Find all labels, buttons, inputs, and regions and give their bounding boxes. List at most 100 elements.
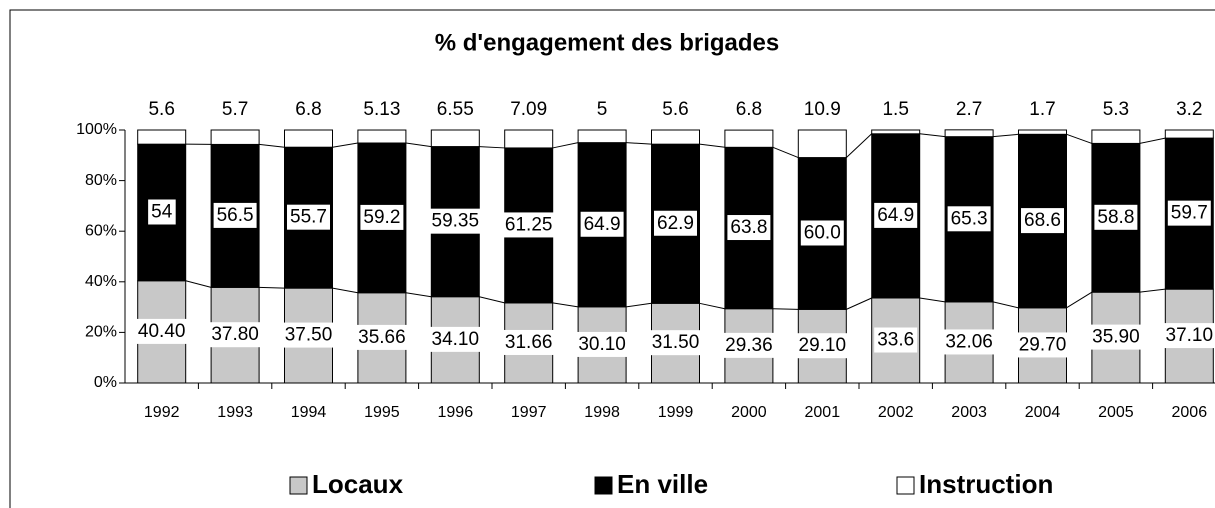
- data-label: 63.8: [730, 217, 767, 238]
- data-label: 6.8: [295, 99, 321, 120]
- bar-segment: [871, 129, 921, 135]
- data-label-bg: [428, 208, 483, 234]
- data-label-bg: [942, 329, 996, 355]
- bar-segment: [284, 129, 333, 148]
- y-tick-label: 0%: [94, 374, 117, 391]
- data-label: 5.3: [1103, 99, 1129, 120]
- data-label-bg: [287, 204, 330, 230]
- data-label: 5: [597, 99, 608, 120]
- data-label-bg: [800, 220, 844, 246]
- series-line: [405, 142, 432, 148]
- series-line: [479, 296, 505, 304]
- data-label: 58.8: [1097, 207, 1134, 228]
- data-label-bg: [281, 322, 336, 348]
- data-label-bg: [1021, 208, 1064, 234]
- data-label: 60.0: [804, 222, 841, 243]
- data-label: 5.13: [363, 99, 400, 120]
- bar-segment: [797, 129, 847, 159]
- series-line: [846, 297, 872, 310]
- x-tick-label: 2003: [951, 404, 987, 421]
- data-label: 31.66: [505, 332, 553, 353]
- data-label-bg: [722, 332, 776, 358]
- data-label-bg: [148, 199, 176, 225]
- series-line: [699, 143, 725, 148]
- y-tick-label: 100%: [76, 121, 117, 138]
- legend-swatch: [289, 476, 308, 495]
- data-label-bg: [1162, 323, 1215, 349]
- series-line: [626, 142, 652, 145]
- series-line: [772, 308, 799, 310]
- data-label: 55.7: [290, 207, 327, 228]
- series-line: [332, 142, 358, 148]
- bar-segment: [944, 129, 994, 138]
- bar-segment: [430, 129, 480, 148]
- data-label-bg: [575, 331, 629, 357]
- data-label: 54: [151, 201, 173, 222]
- y-tick-label: 60%: [85, 222, 117, 239]
- data-label: 62.9: [657, 213, 694, 234]
- bar-segment: [137, 129, 187, 145]
- x-tick-label: 1995: [364, 404, 400, 421]
- data-label-bg: [654, 210, 697, 236]
- x-tick-label: 1994: [291, 404, 327, 421]
- series-line: [919, 297, 946, 303]
- data-label-bg: [947, 206, 991, 232]
- bar-segment: [504, 129, 554, 149]
- data-label: 65.3: [951, 208, 988, 229]
- data-label-bg: [648, 330, 703, 356]
- data-label: 64.9: [877, 205, 914, 226]
- bar-segment: [577, 129, 627, 144]
- data-label: 3.2: [1176, 99, 1202, 120]
- data-label: 29.10: [799, 335, 847, 356]
- chart-title: % d'engagement des brigades: [435, 29, 779, 56]
- data-label-bg: [1089, 324, 1143, 350]
- data-label-bg: [501, 212, 556, 238]
- data-label-bg: [580, 211, 624, 237]
- y-tick-label: 20%: [85, 324, 117, 341]
- y-tick-label: 80%: [85, 172, 117, 189]
- data-label: 59.35: [432, 211, 480, 232]
- series-line: [185, 280, 212, 288]
- series-line: [992, 301, 1019, 309]
- data-label: 59.7: [1171, 203, 1208, 224]
- data-label: 33.6: [877, 330, 914, 351]
- data-label: 64.9: [584, 214, 621, 235]
- data-label: 7.09: [510, 99, 547, 120]
- x-tick-label: 2006: [1172, 404, 1208, 421]
- data-label-bg: [795, 333, 850, 359]
- data-label: 68.6: [1024, 210, 1061, 231]
- data-label: 35.66: [358, 327, 406, 348]
- data-label: 1.7: [1029, 99, 1055, 120]
- series-line: [845, 133, 873, 158]
- series-line: [552, 142, 579, 149]
- data-label: 59.2: [363, 207, 400, 228]
- x-tick-label: 1997: [511, 404, 547, 421]
- data-label: 37.10: [1166, 325, 1214, 346]
- x-tick-label: 2000: [731, 404, 767, 421]
- x-tick-label: 1993: [217, 404, 253, 421]
- legend-swatch: [896, 476, 915, 495]
- data-label-bg: [355, 324, 409, 350]
- data-label-bg: [208, 322, 262, 348]
- data-label: 37.50: [285, 325, 333, 346]
- data-label: 6.8: [736, 99, 762, 120]
- data-label-bg: [1167, 200, 1211, 226]
- data-label: 29.70: [1019, 334, 1067, 355]
- data-label-bg: [501, 329, 556, 355]
- data-label: 5.7: [222, 99, 248, 120]
- series-line: [259, 286, 285, 289]
- data-label: 10.9: [804, 99, 841, 120]
- bar-segment: [357, 129, 407, 144]
- data-label: 35.90: [1092, 327, 1140, 348]
- data-label: 2.7: [956, 99, 982, 120]
- series-line: [479, 146, 505, 149]
- data-label-bg: [428, 326, 483, 352]
- series-line: [772, 146, 799, 159]
- x-tick-label: 2005: [1098, 404, 1134, 421]
- data-label: 40.40: [138, 321, 186, 342]
- bar-segment: [651, 129, 700, 145]
- series-line: [552, 302, 579, 308]
- data-label: 37.80: [211, 324, 259, 345]
- legend-swatch: [594, 476, 613, 495]
- data-label-bg: [134, 318, 189, 344]
